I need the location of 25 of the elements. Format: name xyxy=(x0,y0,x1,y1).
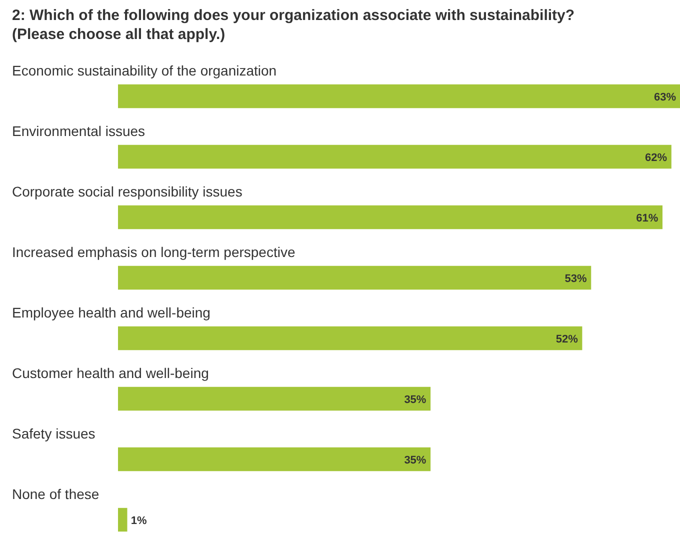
y-tick-label: Safety issues xyxy=(12,426,96,442)
bar xyxy=(118,84,680,108)
y-tick-label: Corporate social responsibility issues xyxy=(12,184,242,200)
data-label: 61% xyxy=(636,212,658,224)
y-tick-label: Employee health and well-being xyxy=(12,304,210,321)
y-tick-label: Economic sustainability of the organization xyxy=(12,62,277,79)
bar xyxy=(118,205,662,230)
y-tick-label: None of these xyxy=(12,486,100,502)
data-label: 52% xyxy=(556,333,578,346)
bar xyxy=(118,326,582,350)
bar xyxy=(118,386,431,411)
data-label: 35% xyxy=(404,394,426,406)
bar xyxy=(118,144,672,169)
data-label: 1% xyxy=(130,514,148,527)
data-label: 63% xyxy=(654,91,676,104)
chart-title: 2: Which of the following does your organization associate with sustainability? (Please choose all that apply.) xyxy=(12,6,576,44)
y-tick-label: Environmental issues xyxy=(12,123,146,140)
y-tick-label: Customer health and well-being xyxy=(12,365,209,382)
y-tick-label: Increased emphasis on long-term perspective xyxy=(12,244,296,260)
bar xyxy=(118,447,431,472)
data-label: 53% xyxy=(564,272,587,285)
data-label: 62% xyxy=(645,152,668,164)
bar xyxy=(118,508,128,532)
data-label: 35% xyxy=(404,454,426,466)
bar xyxy=(118,266,592,290)
